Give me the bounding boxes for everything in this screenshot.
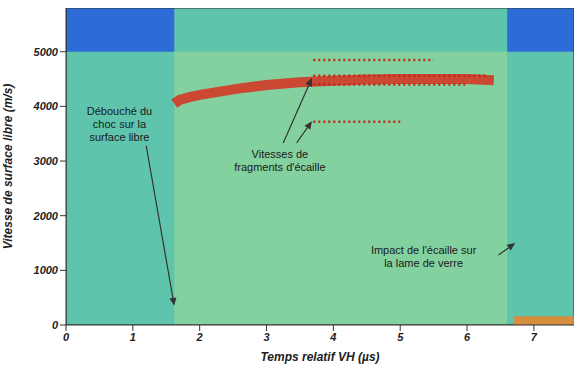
svg-text:Impact de l'écaille surla lame: Impact de l'écaille surla lame de verre bbox=[371, 244, 477, 269]
svg-text:0: 0 bbox=[63, 331, 70, 343]
svg-text:1000: 1000 bbox=[34, 264, 59, 276]
svg-text:5: 5 bbox=[397, 331, 404, 343]
svg-text:3: 3 bbox=[263, 331, 269, 343]
svg-text:5000: 5000 bbox=[34, 46, 59, 58]
svg-text:3000: 3000 bbox=[34, 155, 59, 167]
svg-text:2000: 2000 bbox=[33, 210, 59, 222]
svg-text:4: 4 bbox=[329, 331, 336, 343]
svg-text:1: 1 bbox=[130, 331, 136, 343]
svg-text:7: 7 bbox=[531, 331, 538, 343]
svg-text:Débouché duchoc sur lasurface: Débouché duchoc sur lasurface libre bbox=[87, 105, 152, 143]
svg-text:4000: 4000 bbox=[33, 100, 59, 112]
svg-text:6: 6 bbox=[464, 331, 471, 343]
svg-text:2: 2 bbox=[196, 331, 203, 343]
svg-text:Vitesses defragments d'écaille: Vitesses defragments d'écaille bbox=[234, 148, 325, 173]
svg-text:0: 0 bbox=[52, 319, 59, 331]
svg-text:Vitesse de surface libre (m/s): Vitesse de surface libre (m/s) bbox=[1, 84, 15, 250]
svg-text:Temps relatif VH (µs): Temps relatif VH (µs) bbox=[260, 350, 379, 364]
